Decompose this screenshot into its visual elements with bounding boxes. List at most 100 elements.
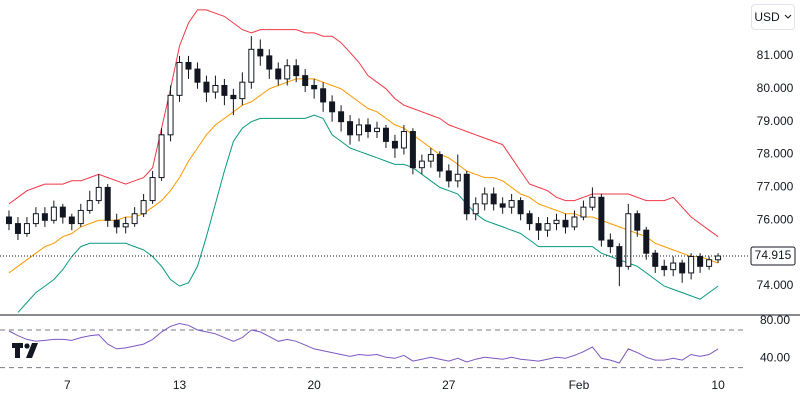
y-tick-label: 81.000 bbox=[757, 48, 794, 62]
candle-body bbox=[176, 61, 183, 96]
candle-body bbox=[239, 81, 246, 100]
candle-body bbox=[95, 186, 102, 202]
currency-selector[interactable]: USD bbox=[751, 4, 795, 30]
candle-body bbox=[544, 223, 551, 231]
candle-body bbox=[535, 223, 542, 231]
candle-body bbox=[311, 84, 318, 90]
candle-body bbox=[302, 75, 309, 86]
candle-body bbox=[580, 206, 587, 218]
x-tick-label: 10 bbox=[711, 378, 725, 392]
candle-body bbox=[688, 255, 695, 274]
candle-body bbox=[50, 206, 57, 221]
last-price-tag bbox=[750, 246, 796, 266]
candle-body bbox=[553, 219, 560, 225]
candle-body bbox=[365, 124, 372, 133]
candle-body bbox=[14, 223, 21, 234]
candle-body bbox=[248, 48, 255, 83]
candles bbox=[5, 36, 722, 287]
candle-body bbox=[203, 81, 210, 93]
candle-body bbox=[454, 173, 461, 182]
candle-body bbox=[149, 177, 156, 202]
x-tick-label: 7 bbox=[64, 378, 71, 392]
rsi-tick-label: 40.00 bbox=[760, 350, 790, 364]
y-tick-label: 77.000 bbox=[757, 180, 794, 194]
candle-body bbox=[266, 55, 273, 70]
bollinger-upper bbox=[8, 9, 719, 238]
tradingview-logo bbox=[12, 343, 38, 358]
candle-body bbox=[5, 216, 12, 225]
candle-body bbox=[329, 101, 336, 113]
candle-body bbox=[400, 131, 407, 149]
candle-body bbox=[643, 229, 650, 254]
last-price-label: 74.915 bbox=[755, 248, 792, 262]
candle-body bbox=[508, 200, 515, 208]
candle-body bbox=[158, 134, 165, 179]
candle-body bbox=[293, 65, 300, 77]
y-tick-label: 79.000 bbox=[757, 114, 794, 128]
candle-body bbox=[427, 154, 434, 162]
bollinger-lower bbox=[17, 114, 719, 313]
currency-label: USD bbox=[754, 10, 780, 24]
candle-body bbox=[284, 65, 291, 80]
candle-body bbox=[517, 200, 524, 215]
candle-body bbox=[257, 48, 264, 57]
candle-body bbox=[670, 262, 677, 271]
candle-body bbox=[445, 170, 452, 182]
candle-body bbox=[86, 200, 93, 211]
candle-body bbox=[113, 219, 120, 228]
candle-body bbox=[562, 219, 569, 228]
candle-body bbox=[706, 259, 713, 267]
candle-body bbox=[436, 154, 443, 172]
candle-body bbox=[409, 131, 416, 169]
candle-body bbox=[122, 223, 129, 228]
candle-body bbox=[634, 213, 641, 231]
y-tick-label: 74.000 bbox=[757, 278, 794, 292]
candle-body bbox=[679, 262, 686, 274]
candle-body bbox=[194, 68, 201, 83]
candle-body bbox=[571, 216, 578, 228]
candle-body bbox=[418, 160, 425, 169]
x-tick-label: 13 bbox=[173, 378, 187, 392]
candle-body bbox=[481, 193, 488, 205]
candle-body bbox=[652, 252, 659, 267]
candle-body bbox=[589, 196, 596, 208]
x-tick-label: 27 bbox=[442, 378, 456, 392]
candle-body bbox=[167, 94, 174, 136]
candle-body bbox=[32, 213, 39, 225]
y-tick-label: 76.000 bbox=[757, 212, 794, 226]
candle-body bbox=[697, 255, 704, 267]
candle-body bbox=[77, 209, 84, 225]
candle-body bbox=[347, 121, 354, 136]
candle-body bbox=[391, 140, 398, 149]
candle-body bbox=[490, 193, 497, 205]
x-tick-label: Feb bbox=[569, 378, 590, 392]
x-tick-label: 20 bbox=[307, 378, 321, 392]
candle-body bbox=[463, 173, 470, 215]
candle-body bbox=[104, 186, 111, 221]
rsi-tick-label: 80.00 bbox=[760, 313, 790, 327]
candle-body bbox=[499, 203, 506, 208]
y-tick-label: 78.000 bbox=[757, 147, 794, 161]
chevron bbox=[784, 14, 792, 19]
candle-body bbox=[320, 88, 327, 103]
candle-body bbox=[382, 127, 389, 142]
candle-body bbox=[41, 213, 48, 221]
candle-body bbox=[140, 200, 147, 215]
candle-body bbox=[338, 111, 345, 123]
candle-body bbox=[598, 196, 605, 241]
candle-body bbox=[185, 61, 192, 70]
candle-body bbox=[131, 213, 138, 225]
candle-body bbox=[526, 213, 533, 225]
candle-body bbox=[23, 223, 30, 234]
candle-body bbox=[472, 203, 479, 215]
candle-body bbox=[373, 127, 380, 133]
candle-body bbox=[661, 265, 668, 271]
candle-body bbox=[275, 68, 282, 80]
candle-body bbox=[221, 84, 228, 96]
candle-body bbox=[212, 84, 219, 93]
candle-body bbox=[59, 206, 66, 218]
candle-body bbox=[68, 216, 75, 225]
candle-body bbox=[230, 94, 237, 100]
